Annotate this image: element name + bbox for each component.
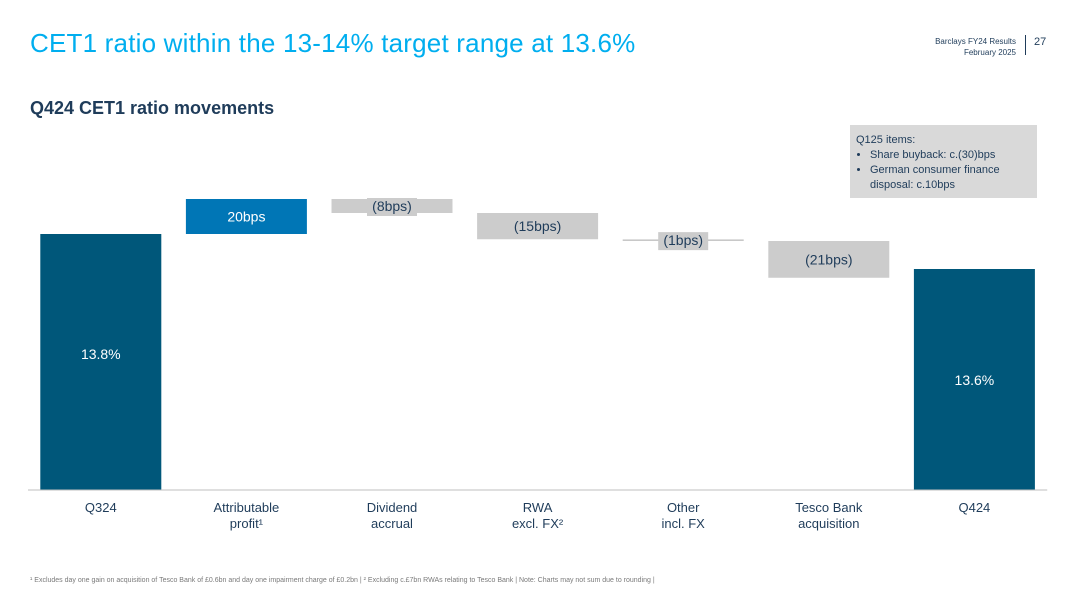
q125-items-note: Q125 items: Share buyback: c.(30)bps Ger… xyxy=(850,125,1037,198)
bar-6 xyxy=(913,269,1035,490)
page-title: CET1 ratio within the 13-14% target rang… xyxy=(30,28,636,58)
report-date: February 2025 xyxy=(963,48,1016,57)
category-label-2-line2: accrual xyxy=(371,516,413,531)
category-label-3: RWA xyxy=(523,500,553,515)
category-label-3-line2: excl. FX² xyxy=(512,516,564,531)
data-label-1: 20bps xyxy=(227,209,265,225)
page-number: 27 xyxy=(1034,36,1047,48)
category-label-4-line2: incl. FX xyxy=(662,516,706,531)
category-label-2: Dividend xyxy=(367,500,418,515)
category-label-6: Q424 xyxy=(958,500,990,515)
category-label-0: Q324 xyxy=(85,500,117,515)
note-item-disposal: German consumer finance disposal: c.10bp… xyxy=(870,163,1031,193)
bar-0 xyxy=(40,234,162,490)
category-label-5: Tesco Bank xyxy=(795,500,863,515)
data-label-0: 13.8% xyxy=(81,346,121,362)
label-bg-4 xyxy=(658,232,709,251)
category-label-4: Other xyxy=(667,500,700,515)
note-heading: Q125 items: xyxy=(856,134,916,146)
report-name: Barclays FY24 Results xyxy=(935,37,1016,46)
bar-3 xyxy=(477,213,599,240)
footnote: ¹ Excludes day one gain on acquisition o… xyxy=(30,577,655,584)
data-label-2: (8bps) xyxy=(372,198,412,214)
chart-subtitle: Q424 CET1 ratio movements xyxy=(30,98,275,118)
bar-5 xyxy=(768,241,890,278)
report-info: Barclays FY24 Results February 2025 xyxy=(935,36,1016,58)
bar-1 xyxy=(185,199,307,234)
header-divider xyxy=(1025,35,1026,55)
data-label-5: (21bps) xyxy=(805,251,852,267)
label-bg-2 xyxy=(367,198,417,216)
data-label-3: (15bps) xyxy=(514,218,561,234)
category-label-1: Attributable xyxy=(214,500,280,515)
note-item-buyback: Share buyback: c.(30)bps xyxy=(870,148,1031,163)
data-label-4: (1bps) xyxy=(663,232,703,248)
category-label-1-line2: profit¹ xyxy=(230,516,264,531)
category-label-5-line2: acquisition xyxy=(798,516,859,531)
note-list: Share buyback: c.(30)bps German consumer… xyxy=(856,148,1031,193)
data-label-6: 13.6% xyxy=(955,372,995,388)
